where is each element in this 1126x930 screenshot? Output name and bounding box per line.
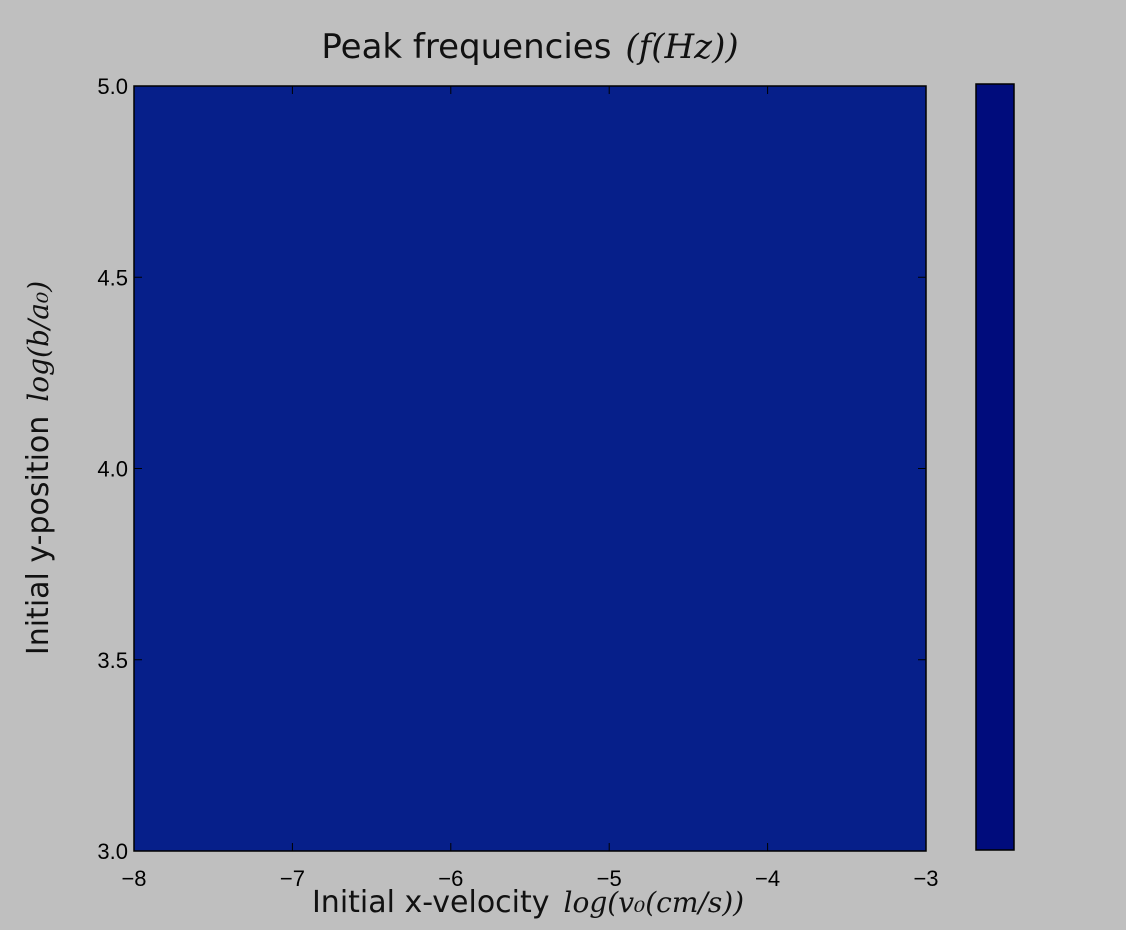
x-tick-label: −5 <box>597 866 622 891</box>
x-tick-label: −3 <box>913 866 938 891</box>
chart-title-text: Peak frequencies <box>321 27 611 67</box>
y-axis-label-math: log(b/a₀) <box>22 281 55 402</box>
x-axis-label-text: Initial x-velocity <box>312 885 550 920</box>
heatmap-area <box>133 85 927 852</box>
y-axis-label: Initial y-position log(b/a₀) <box>21 281 56 655</box>
y-tick-label: 3.5 <box>97 648 128 673</box>
chart-title-math: (f(Hz)) <box>625 27 738 67</box>
y-tick-label: 3.0 <box>97 839 128 864</box>
y-ticks: 3.0 3.5 4.0 4.5 5.0 <box>97 74 926 864</box>
y-axis-label-text: Initial y-position <box>21 416 56 655</box>
x-tick-label: −4 <box>755 866 780 891</box>
x-tick-label: −6 <box>438 866 463 891</box>
x-axis-label-math: log(v₀(cm/s)) <box>564 886 745 919</box>
y-tick-label: 4.5 <box>97 265 128 290</box>
y-tick-label: 5.0 <box>97 74 128 99</box>
x-tick-label: −8 <box>121 866 146 891</box>
y-tick-label: 4.0 <box>97 457 128 482</box>
x-axis-label: Initial x-velocity log(v₀(cm/s)) <box>312 885 744 920</box>
colorbar <box>975 83 1015 851</box>
x-ticks: −8 −7 −6 −5 −4 −3 <box>121 86 939 891</box>
x-tick-label: −7 <box>280 866 305 891</box>
chart-title: Peak frequencies (f(Hz)) <box>321 27 738 67</box>
